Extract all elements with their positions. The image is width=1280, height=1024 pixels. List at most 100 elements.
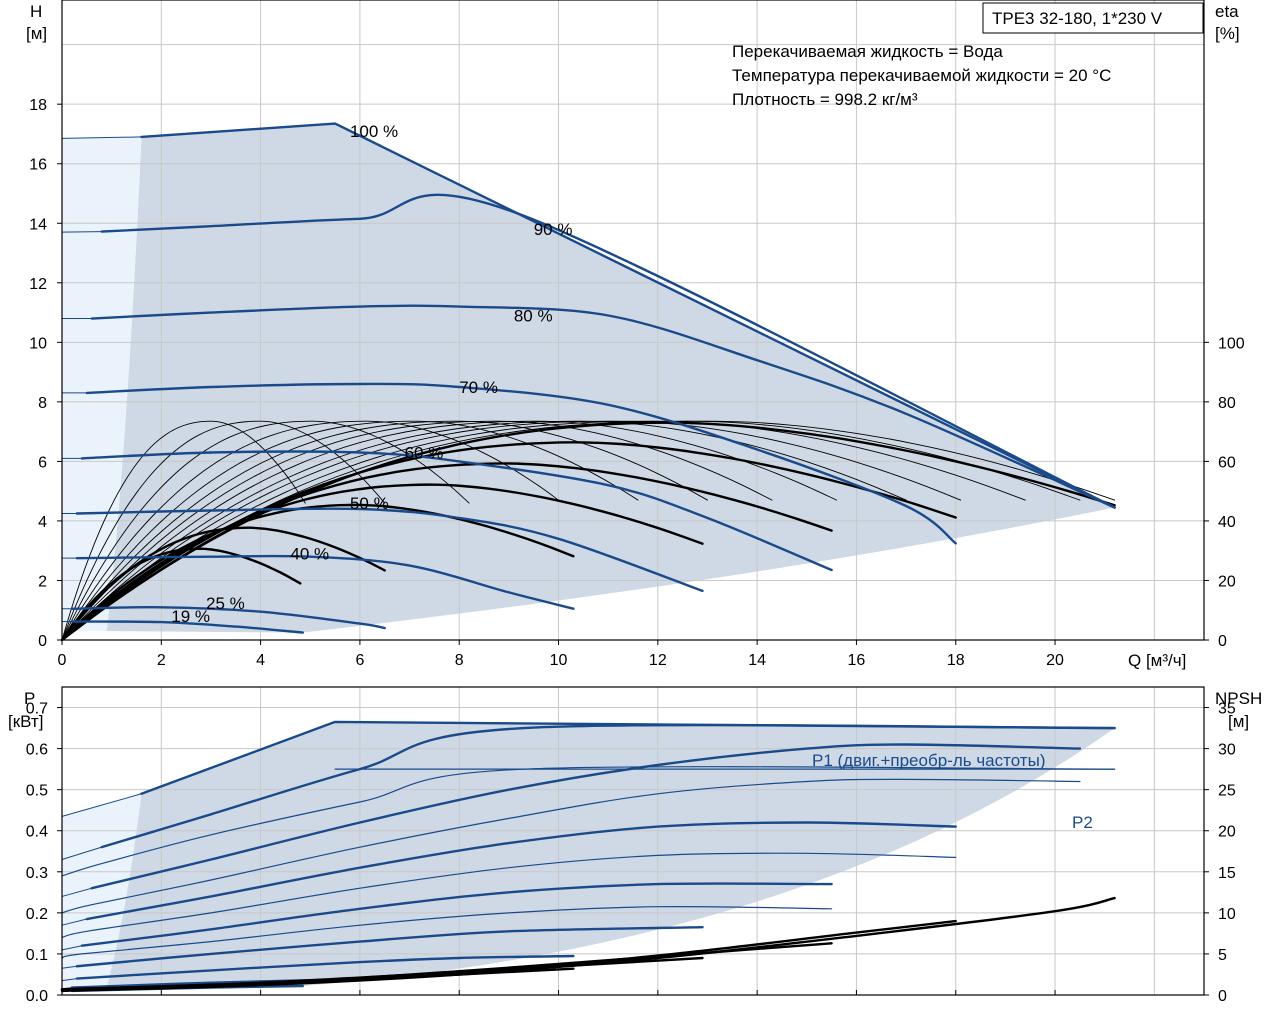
curve-label: 90 % (534, 220, 573, 239)
low-flow-area (62, 136, 142, 632)
x-tick-label: 0 (58, 652, 67, 669)
efficiency-curve-thin (61, 420, 962, 641)
efficiency-curve-thin (61, 420, 1116, 641)
head-curve (80, 450, 833, 572)
eta-tick-label: 20 (1218, 573, 1236, 590)
p1-curve-lead (61, 918, 88, 926)
npsh-tick-label: 20 (1218, 824, 1236, 841)
curve-label: 100 % (350, 122, 398, 141)
head-chart-frame (61, 0, 1205, 641)
head-curve (85, 382, 957, 545)
head-curve (70, 620, 304, 634)
efficiency-curve-thick (60, 503, 575, 642)
y-axis-label-p: P (24, 689, 35, 708)
p2-curve (61, 766, 1116, 877)
y-axis-unit-p: [кВт] (8, 712, 43, 731)
npsh-tick-label: 25 (1218, 783, 1236, 800)
efficiency-curve-thin (61, 420, 639, 641)
npsh-tick-label: 35 (1218, 701, 1236, 718)
y-tick-label: 2 (38, 573, 47, 590)
head-grid (62, 0, 1204, 640)
head-curve (75, 554, 575, 610)
p-tick-label: 0.1 (26, 947, 48, 964)
y-tick-label: 12 (29, 276, 47, 293)
y-axis-label-npsh: NPSH (1215, 689, 1262, 708)
npsh-tick-label: 15 (1218, 865, 1236, 882)
p1-curve-lead (61, 965, 78, 969)
y-tick-label: 0 (38, 633, 47, 650)
head-curve (70, 606, 386, 630)
p2-curve (61, 778, 1081, 914)
efficiency-curve-thin (61, 420, 386, 641)
p1-curve (90, 743, 1082, 890)
p1-curve-lead (61, 793, 142, 817)
model-title: TPE3 32-180, 1*230 V (992, 9, 1163, 28)
efficiency-curves (60, 420, 1116, 642)
curve-label: 70 % (459, 378, 498, 397)
p1-curve (85, 821, 957, 921)
x-axis-label: Q [м³/ч] (1128, 651, 1186, 670)
p1-curve (75, 954, 575, 980)
eta-tick-label: 0 (1218, 633, 1227, 650)
efficiency-curve-thin (61, 420, 708, 641)
x-tick-label: 8 (455, 652, 464, 669)
p2-curve (61, 852, 957, 939)
x-tick-label: 16 (848, 652, 866, 669)
eta-tick-label: 40 (1218, 514, 1236, 531)
y-axis-label-h: H (30, 2, 42, 21)
efficiency-curve-thin (61, 420, 907, 641)
info-temperature: Температура перекачиваемой жидкости = 20… (732, 66, 1111, 85)
head-curve (100, 193, 1116, 509)
npsh-tick-label: 30 (1218, 742, 1236, 759)
info-density: Плотность = 998.2 кг/м³ (732, 90, 918, 109)
head-curves (61, 122, 1116, 634)
head-curve (75, 507, 704, 593)
x-tick-label: 12 (649, 652, 667, 669)
efficiency-curve-thin (61, 420, 1081, 641)
y-axis-unit-npsh: [м] (1228, 712, 1249, 731)
p-tick-label: 0.0 (26, 988, 48, 1005)
y-tick-label: 6 (38, 454, 47, 471)
curve-label: 25 % (206, 594, 245, 613)
x-tick-label: 2 (157, 652, 166, 669)
info-fluid: Перекачиваемая жидкость = Вода (732, 42, 1003, 61)
x-tick-label: 10 (550, 652, 568, 669)
curve-label: 80 % (514, 307, 553, 326)
p-tick-label: 0.5 (26, 783, 48, 800)
power-operating-area (106, 721, 1115, 987)
curve-labels: 100 % 90 % 80 % 70 % 60 % 50 % 40 % 25 %19 % (171, 122, 572, 626)
efficiency-curve-thin (61, 420, 773, 641)
npsh-curve (60, 967, 575, 991)
x-tick-label: 20 (1046, 652, 1064, 669)
efficiency-curve-thin (61, 420, 838, 641)
p1-curve-lead (61, 945, 83, 951)
p1-curve-lead (61, 978, 78, 982)
p-tick-label: 0.4 (26, 824, 48, 841)
head-curve (90, 304, 1116, 509)
y-tick-label: 18 (29, 97, 47, 114)
npsh-tick-label: 5 (1218, 947, 1227, 964)
p1-curve (75, 926, 704, 968)
y-axis-label-eta: eta (1215, 2, 1239, 21)
y-tick-label: 14 (29, 216, 47, 233)
p-tick-label: 0.6 (26, 742, 48, 759)
y-axis-unit-h: [м] (26, 24, 47, 43)
eta-tick-label: 80 (1218, 395, 1236, 412)
y-tick-label: 4 (38, 514, 47, 531)
p-tick-label: 0.2 (26, 906, 48, 923)
x-tick-label: 4 (256, 652, 265, 669)
y-tick-label: 8 (38, 395, 47, 412)
y-tick-label: 10 (29, 335, 47, 352)
power-curves (60, 720, 1116, 993)
power-npsh-chart: 0.0 0.1 0.2 0.3 0.4 0.5 0.6 0.7 0 5 10 15 20 25 30 35 P… (8, 686, 1262, 1005)
curve-label: 19 % (171, 607, 210, 626)
npsh-tick-label: 10 (1218, 906, 1236, 923)
p2-series-label: P2 (1072, 813, 1093, 832)
head-axis-ticks: 0 2 4 6 8 10 12 14 16 18 20 0 2 4 6 8 10 12 14 16 18 0 20 40 60 8… (29, 97, 1245, 669)
x-tick-label: 14 (748, 652, 766, 669)
head-efficiency-chart: 100 % 90 % 80 % 70 % 60 % 50 % 40 % 25 %19 % 0 2… (26, 0, 1245, 670)
curve-label: 60 % (405, 443, 444, 462)
efficiency-curve-thin (61, 420, 559, 641)
model-title-box (982, 2, 1204, 34)
